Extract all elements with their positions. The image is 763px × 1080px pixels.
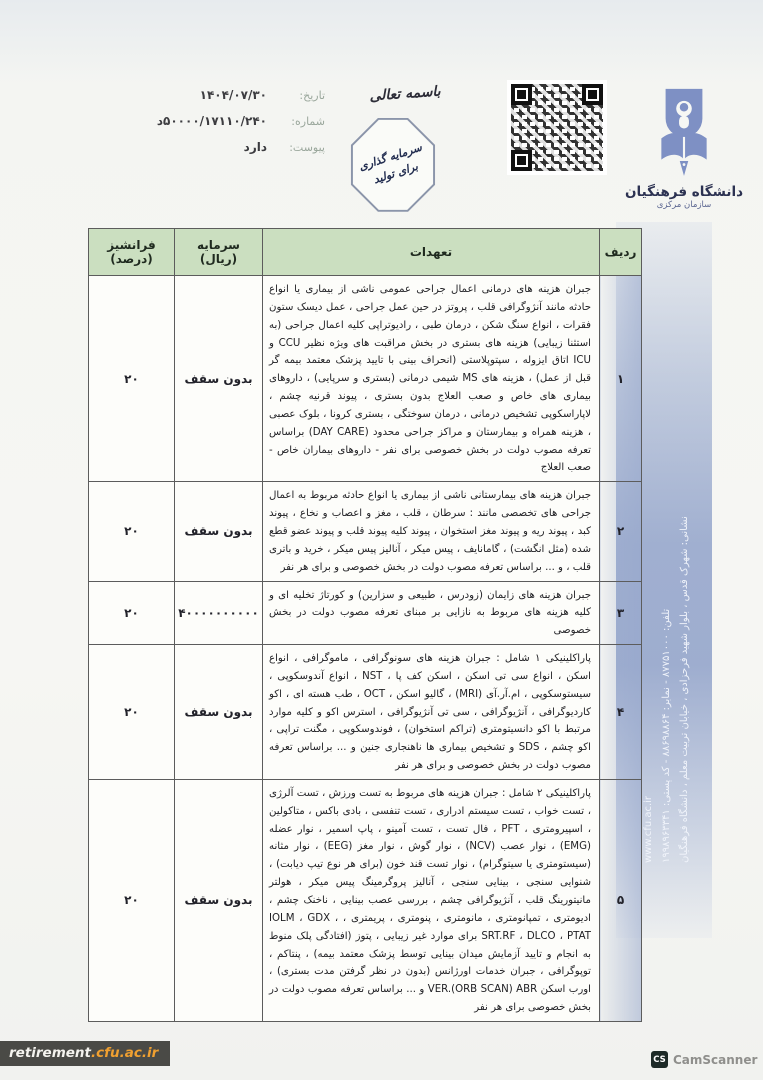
col-header-obligations: تعهدات	[262, 228, 600, 276]
row-number: ۵	[599, 778, 642, 1022]
col-header-row-number: ردیف	[599, 228, 642, 276]
university-name: دانشگاه فرهنگیان	[624, 184, 743, 200]
capital-cell: ۴۰۰۰۰۰۰۰۰۰۰	[174, 580, 263, 646]
capital-cell: بدون سقف	[174, 778, 263, 1022]
franchise-cell: ۲۰	[88, 580, 175, 646]
qr-finder-icon	[511, 150, 532, 171]
bismillah-text: باسمه تعالی	[368, 83, 442, 105]
university-subtitle: سازمان مرکزی	[656, 200, 712, 210]
date-label: تاریخ:	[299, 89, 325, 102]
meta-date: تاریخ: ۱۴۰۴/۰۷/۳۰	[95, 88, 325, 114]
number-label: شماره:	[291, 115, 325, 128]
capital-cell: بدون سقف	[174, 481, 263, 582]
seal-octagon-icon	[350, 117, 436, 212]
university-logo-block: دانشگاه فرهنگیان سازمان مرکزی	[620, 86, 748, 210]
qr-finder-icon	[582, 84, 603, 105]
franchise-cell: ۲۰	[88, 274, 175, 483]
year-slogan-seal: سرمایه گذاری برای تولید	[349, 116, 437, 214]
watermark-text-white: retirement	[9, 1045, 91, 1061]
capital-cell: بدون سقف	[174, 274, 263, 483]
col-header-capital: سرمایه (ریال)	[174, 228, 263, 276]
row-number: ۴	[599, 644, 642, 780]
letter-meta: تاریخ: ۱۴۰۴/۰۷/۳۰ شماره: ۵۰۰۰۰/۱۷۱۱۰/۲۴۰…	[95, 88, 325, 166]
row-number: ۲	[599, 481, 642, 582]
attachment-value: دارد	[243, 140, 267, 154]
col-header-franchise: فرانشیز (درصد)	[88, 228, 175, 276]
farhangian-university-logo-icon	[661, 88, 707, 176]
table-row: ۱ جبران هزینه های درمانی اعمال جراحی عمو…	[88, 274, 642, 483]
franchise-cell: ۲۰	[88, 644, 175, 780]
table-header-row: ردیف تعهدات سرمایه (ریال) فرانشیز (درصد)	[88, 228, 642, 276]
sidebar-website: www.cfu.ac.ir	[643, 795, 654, 863]
qr-finder-icon	[511, 84, 532, 105]
camscanner-icon: CS	[651, 1051, 668, 1068]
attachment-label: پیوست:	[289, 141, 325, 154]
sidebar-address: نشانی: شهرک قدس ، بلوار شهید فرحزادی ، خ…	[679, 516, 690, 863]
obligations-cell: جبران هزینه های درمانی اعمال جراحی عمومی…	[262, 274, 600, 483]
franchise-cell: ۲۰	[88, 481, 175, 582]
date-value: ۱۴۰۴/۰۷/۳۰	[199, 88, 267, 102]
row-number: ۱	[599, 274, 642, 483]
insurance-benefits-table: ردیف تعهدات سرمایه (ریال) فرانشیز (درصد)…	[88, 228, 642, 1022]
obligations-cell: جبران هزینه های بیمارستانی ناشی از بیمار…	[262, 481, 600, 582]
table-row: ۳ جبران هزینه های زایمان (زودرس ، طبیعی …	[88, 580, 642, 646]
watermark-text-orange: .cfu.ac.ir	[91, 1045, 159, 1061]
table-row: ۵ پاراکلینیکی ۲ شامل : جبران هزینه های م…	[88, 778, 642, 1022]
camscanner-mark: CS CamScanner	[651, 1051, 757, 1068]
meta-number: شماره: ۵۰۰۰۰/۱۷۱۱۰/۲۴۰د	[95, 114, 325, 140]
sidebar-phone: تلفن: ۸۷۷۵۱۰۰۰ - نمابر: ۸۸۶۹۸۸۶۴ - کد پس…	[661, 608, 672, 863]
camscanner-label: CamScanner	[673, 1052, 758, 1067]
capital-cell: بدون سقف	[174, 644, 263, 780]
table-row: ۴ پاراکلینیکی ۱ شامل : جبران هزینه های س…	[88, 644, 642, 780]
meta-attachment: پیوست: دارد	[95, 140, 325, 166]
franchise-cell: ۲۰	[88, 778, 175, 1022]
number-value: ۵۰۰۰۰/۱۷۱۱۰/۲۴۰د	[156, 114, 267, 128]
obligations-cell: جبران هزینه های زایمان (زودرس ، طبیعی و …	[262, 580, 600, 646]
table-row: ۲ جبران هزینه های بیمارستانی ناشی از بیم…	[88, 481, 642, 582]
qr-code	[507, 80, 607, 175]
obligations-cell: پاراکلینیکی ۲ شامل : جبران هزینه های مرب…	[262, 778, 600, 1022]
retirement-watermark: retirement.cfu.ac.ir	[0, 1041, 171, 1066]
sidebar-contact-info: www.cfu.ac.ir تلفن: ۸۷۷۵۱۰۰۰ - نمابر: ۸۸…	[640, 343, 696, 863]
obligations-cell: پاراکلینیکی ۱ شامل : جبران هزینه های سون…	[262, 644, 600, 780]
row-number: ۳	[599, 580, 642, 646]
